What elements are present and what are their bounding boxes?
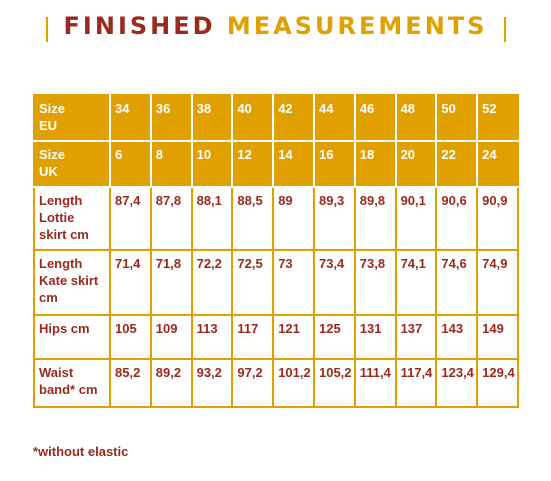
title-bar bbox=[504, 17, 506, 42]
table-cell: 71,4 bbox=[109, 249, 152, 316]
table-cell: 121 bbox=[272, 314, 315, 360]
row-label: Hips cm bbox=[33, 314, 111, 360]
table-cell: 105,2 bbox=[312, 358, 356, 408]
table-row: Length Lottie skirt cm 87,4 87,8 88,1 88,5 89… bbox=[33, 186, 519, 251]
table-cell: 6 bbox=[109, 140, 152, 188]
row-label: Size EU bbox=[33, 94, 111, 142]
table-cell: 10 bbox=[190, 140, 234, 188]
table-cell: 40 bbox=[231, 94, 275, 142]
table-cell: 48 bbox=[394, 94, 438, 142]
table-cell: 89,3 bbox=[312, 186, 356, 251]
table-cell: 12 bbox=[231, 140, 275, 188]
table-cell: 22 bbox=[435, 140, 479, 188]
table-cell: 44 bbox=[312, 94, 356, 142]
table-cell: 20 bbox=[394, 140, 438, 188]
table-cell: 131 bbox=[353, 314, 397, 360]
table-cell: 87,4 bbox=[109, 186, 152, 251]
table-cell: 137 bbox=[394, 314, 438, 360]
table-row: Waist band* cm 85,2 89,2 93,2 97,2 101,2 105,2… bbox=[33, 358, 519, 408]
table-cell: 36 bbox=[149, 94, 193, 142]
table-cell: 109 bbox=[149, 314, 193, 360]
table-cell: 105 bbox=[109, 314, 152, 360]
table-cell: 73 bbox=[272, 249, 315, 316]
table-cell: 143 bbox=[435, 314, 479, 360]
table-cell: 113 bbox=[190, 314, 234, 360]
table-cell: 90,1 bbox=[394, 186, 438, 251]
table-cell: 14 bbox=[272, 140, 315, 188]
footnote: *without elastic bbox=[33, 444, 129, 459]
table-cell: 89,2 bbox=[149, 358, 193, 408]
table-cell: 74,6 bbox=[435, 249, 479, 316]
table-cell: 85,2 bbox=[109, 358, 152, 408]
table-cell: 88,1 bbox=[190, 186, 234, 251]
table-cell: 16 bbox=[312, 140, 356, 188]
table-cell: 8 bbox=[149, 140, 193, 188]
table-cell: 34 bbox=[109, 94, 152, 142]
table-row: Hips cm 105 109 113 117 121 125 131 137 143 149 bbox=[33, 314, 519, 360]
table-cell: 90,9 bbox=[476, 186, 519, 251]
table-cell: 129,4 bbox=[476, 358, 519, 408]
table-cell: 73,4 bbox=[312, 249, 356, 316]
table-cell: 90,6 bbox=[435, 186, 479, 251]
table-cell: 72,5 bbox=[231, 249, 275, 316]
table-row: Size EU 34 36 38 40 42 44 46 48 50 52 bbox=[33, 94, 519, 142]
row-label: Size UK bbox=[33, 140, 111, 188]
row-label: Length Kate skirt cm bbox=[33, 249, 111, 316]
row-label: Waist band* cm bbox=[33, 358, 111, 408]
table-cell: 72,2 bbox=[190, 249, 234, 316]
table-cell: 125 bbox=[312, 314, 356, 360]
table-cell: 71,8 bbox=[149, 249, 193, 316]
table-cell: 42 bbox=[272, 94, 315, 142]
table-cell: 74,1 bbox=[394, 249, 438, 316]
table-cell: 74,9 bbox=[476, 249, 519, 316]
table-cell: 93,2 bbox=[190, 358, 234, 408]
title-part: MEASUREMENTS bbox=[226, 12, 488, 40]
table-cell: 101,2 bbox=[272, 358, 315, 408]
table-cell: 149 bbox=[476, 314, 519, 360]
table-cell: 111,4 bbox=[353, 358, 397, 408]
table-cell: 123,4 bbox=[435, 358, 479, 408]
table-row: Length Kate skirt cm 71,4 71,8 72,2 72,5 73 73… bbox=[33, 249, 519, 316]
table-row: Size UK 6 8 10 12 14 16 18 20 22 24 bbox=[33, 140, 519, 188]
table-cell: 38 bbox=[190, 94, 234, 142]
table-cell: 18 bbox=[353, 140, 397, 188]
table-cell: 117 bbox=[231, 314, 275, 360]
table-cell: 50 bbox=[435, 94, 479, 142]
table-cell: 88,5 bbox=[231, 186, 275, 251]
row-label: Length Lottie skirt cm bbox=[33, 186, 111, 251]
title-bar bbox=[46, 17, 48, 42]
table-cell: 117,4 bbox=[394, 358, 438, 408]
table-cell: 89 bbox=[272, 186, 315, 251]
table-cell: 89,8 bbox=[353, 186, 397, 251]
table-cell: 73,8 bbox=[353, 249, 397, 316]
measurements-table: Size EU 34 36 38 40 42 44 46 48 50 52 Size UK 6 8 10 12… bbox=[33, 94, 519, 408]
table-cell: 24 bbox=[476, 140, 519, 188]
table-cell: 97,2 bbox=[231, 358, 275, 408]
table-cell: 46 bbox=[353, 94, 397, 142]
title: FINISHED MEASUREMENTS bbox=[0, 12, 551, 40]
title-part: FINISHED bbox=[63, 12, 216, 40]
table-cell: 87,8 bbox=[149, 186, 193, 251]
table-cell: 52 bbox=[476, 94, 519, 142]
